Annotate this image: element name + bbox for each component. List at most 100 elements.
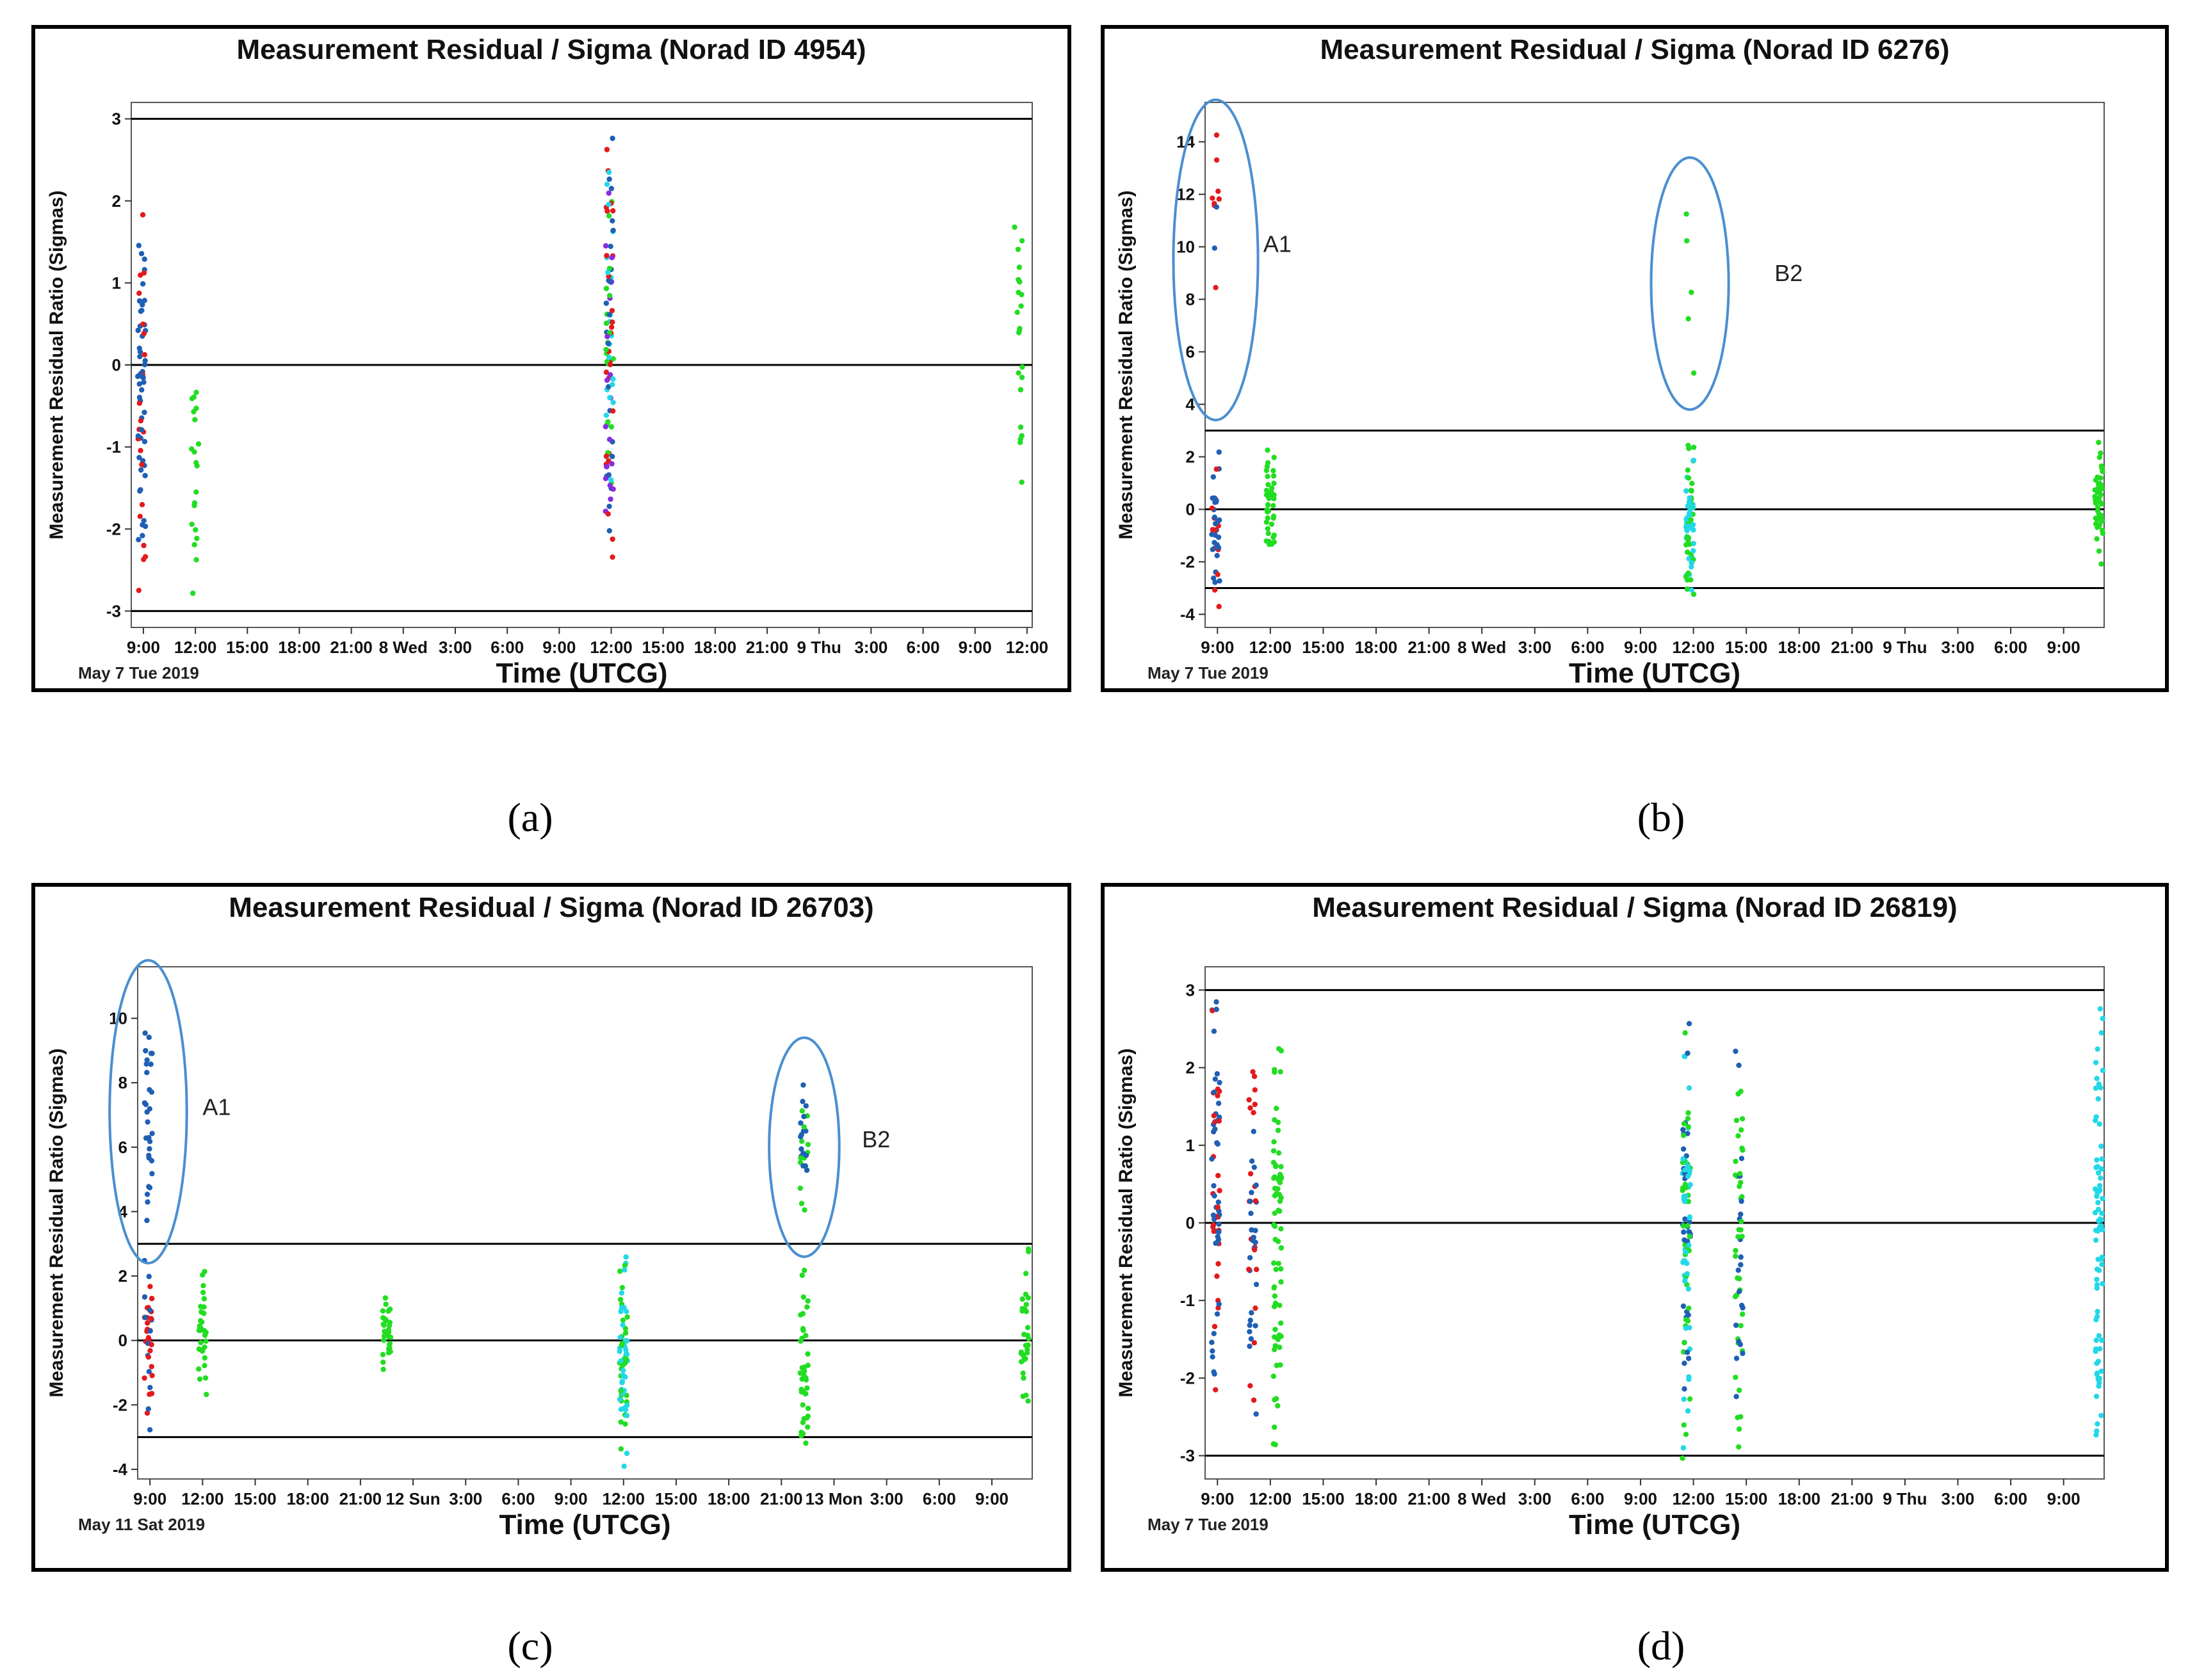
data-point <box>140 533 145 538</box>
data-point <box>1738 1127 1744 1133</box>
data-point <box>200 1282 206 1289</box>
data-point <box>1685 1124 1691 1130</box>
data-point <box>610 554 615 560</box>
date-label: May 7 Tue 2019 <box>1147 1515 1269 1534</box>
chart-panel-d: Measurement Residual / Sigma (Norad ID 2… <box>1101 883 2169 1572</box>
data-point <box>610 376 616 382</box>
data-point <box>610 218 615 224</box>
data-point <box>1738 1227 1744 1233</box>
x-axis-label: Time (UTCG) <box>1569 1509 1740 1540</box>
x-tick-label: 9:00 <box>127 638 160 657</box>
data-point <box>1681 1229 1687 1235</box>
data-point <box>610 208 616 214</box>
data-point <box>1685 1110 1691 1116</box>
data-point <box>140 281 146 287</box>
data-point <box>141 542 147 549</box>
data-point <box>1278 1226 1284 1232</box>
data-point <box>1737 1170 1743 1177</box>
data-point <box>1278 1334 1284 1339</box>
data-point <box>2098 1412 2104 1419</box>
data-point <box>1016 277 1021 283</box>
x-tick-label: 18:00 <box>1355 1489 1398 1508</box>
data-point <box>1217 578 1222 584</box>
data-point <box>1687 1234 1692 1240</box>
data-point <box>1275 1186 1281 1192</box>
data-points <box>1209 132 2106 610</box>
data-point <box>1684 238 1690 244</box>
data-point <box>1683 1249 1689 1255</box>
y-tick-label: 2 <box>112 191 121 211</box>
data-point <box>620 1372 626 1378</box>
x-tick-label: 9 Thu <box>797 638 841 657</box>
data-point <box>1252 1087 1258 1093</box>
data-point <box>387 1341 393 1346</box>
data-point <box>1681 1422 1687 1428</box>
data-point <box>1023 1302 1029 1307</box>
x-tick-label: 15:00 <box>1725 1489 1768 1508</box>
data-point <box>1248 1336 1254 1342</box>
data-point <box>2093 1317 2099 1323</box>
data-point <box>1270 468 1276 474</box>
data-point <box>1271 496 1277 502</box>
data-point <box>2099 1261 2105 1268</box>
data-point <box>617 1268 623 1274</box>
chart-panel-c: Measurement Residual / Sigma (Norad ID 2… <box>31 883 1071 1572</box>
data-point <box>1215 1199 1221 1205</box>
data-point <box>603 346 609 353</box>
data-point <box>1270 1159 1277 1165</box>
data-point <box>1025 1398 1031 1404</box>
data-point <box>1738 1262 1744 1268</box>
data-point <box>136 298 143 304</box>
data-point <box>1685 1355 1692 1361</box>
data-point <box>1684 1349 1690 1355</box>
x-tick-label: 9:00 <box>1201 1489 1234 1508</box>
data-point <box>138 371 143 377</box>
data-point <box>2095 1163 2101 1170</box>
data-point <box>137 349 143 355</box>
data-point <box>1026 1336 1032 1342</box>
data-point <box>144 1218 150 1224</box>
data-point <box>1264 506 1270 513</box>
data-point <box>802 1207 807 1213</box>
data-point <box>803 1103 809 1109</box>
data-point <box>1214 1140 1220 1146</box>
data-point <box>2093 1237 2099 1243</box>
data-point <box>142 1314 148 1320</box>
x-tick-label: 6:00 <box>923 1489 956 1508</box>
data-point <box>2098 1030 2104 1036</box>
data-point <box>1211 1183 1217 1189</box>
data-point <box>2100 1280 2105 1287</box>
x-tick-label: 3:00 <box>1518 638 1552 657</box>
annotation-label: A1 <box>1263 231 1292 257</box>
chart-title: Measurement Residual / Sigma (Norad ID 2… <box>229 892 873 923</box>
data-point <box>1275 1238 1281 1245</box>
data-point <box>805 1405 811 1411</box>
data-point <box>1684 1271 1690 1277</box>
data-point <box>804 1304 810 1310</box>
data-point <box>1688 487 1694 494</box>
data-point <box>1275 1403 1281 1409</box>
data-point <box>1272 1300 1279 1306</box>
data-point <box>1265 530 1272 537</box>
y-tick-label: 2 <box>1186 448 1195 467</box>
data-point <box>620 1362 626 1368</box>
data-point <box>1686 1229 1692 1235</box>
data-point <box>1689 564 1694 570</box>
data-point <box>1682 1278 1688 1284</box>
data-point <box>2100 1067 2105 1074</box>
data-point <box>606 293 613 298</box>
data-point <box>202 1355 208 1361</box>
data-point <box>1247 1105 1253 1111</box>
data-point <box>1738 1211 1744 1217</box>
y-axis-label: Measurement Residual Ratio (Sigmas) <box>46 1048 67 1397</box>
data-point <box>805 1142 811 1147</box>
x-tick-label: 12:00 <box>181 1489 224 1508</box>
data-point <box>1685 570 1691 576</box>
x-tick-label: 3:00 <box>1941 1489 1974 1508</box>
x-tick-label: 15:00 <box>1302 1489 1345 1508</box>
data-point <box>2098 475 2104 481</box>
data-point <box>804 1385 810 1391</box>
data-point <box>607 362 613 368</box>
data-point <box>606 437 613 442</box>
data-point <box>1733 1322 1739 1329</box>
